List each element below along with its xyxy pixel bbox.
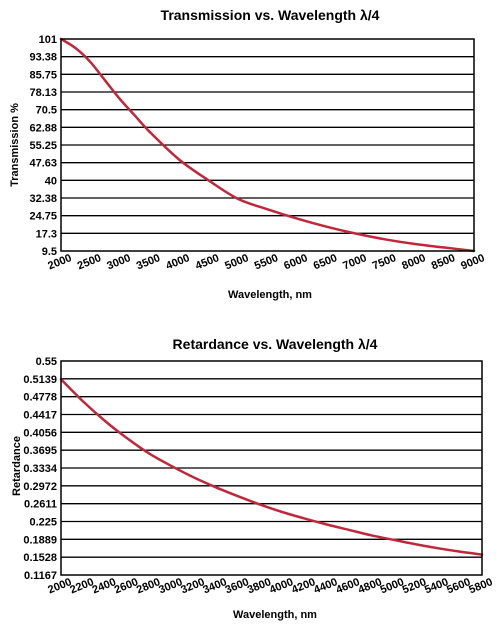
transmission-x-tick-label: 5000 [223,252,250,272]
retardance-y-tick-label: 0.1528 [23,552,57,564]
transmission-y-tick-label: 47.63 [29,158,57,170]
retardance-y-tick-label: 0.225 [29,517,57,529]
retardance-grid [61,378,482,558]
retardance-y-axis-label: Retardance [11,436,23,496]
retardance-y-tick-label: 0.55 [36,356,57,368]
transmission-x-tick-label: 2500 [76,252,103,272]
transmission-y-tick-label: 93.38 [29,52,57,64]
retardance-y-tick-label: 0.4417 [23,410,57,422]
transmission-x-tick-label: 4500 [194,252,221,272]
transmission-y-axis-label: Transmission % [9,103,21,187]
retardance-y-tick-label: 0.2611 [24,499,57,511]
retardance-plot-frame [60,360,483,576]
transmission-y-tick-label: 17.3 [36,228,57,240]
transmission-x-tick-label: 4000 [164,252,191,272]
transmission-y-tick-label: 32.38 [29,193,57,205]
retardance-y-tick-label: 0.3695 [23,445,57,457]
retardance-y-tick-label: 0.1167 [24,570,57,582]
transmission-y-tick-label: 40 [45,175,57,187]
transmission-series-line [59,37,476,253]
retardance-y-tick-label: 0.1889 [23,534,57,546]
transmission-y-tick-label: 101 [39,34,57,46]
transmission-y-ticks: 101 93.38 85.75 78.13 70.5 62.88 55.25 47.63 40 3… [29,34,57,258]
retardance-y-ticks: 0.55 0.5139 0.4778 0.4417 0.4056 0.3695 0.3334… [23,356,58,582]
retardance-y-tick-label: 0.4778 [23,392,57,404]
retardance-x-tick-label: 5800 [467,576,494,596]
retardance-x-axis-label: Wavelength, nm [233,609,317,621]
transmission-y-tick-label: 78.13 [29,87,57,99]
transmission-x-tick-label: 6500 [312,252,339,272]
retardance-y-tick-label: 0.3334 [23,463,58,475]
retardance-y-tick-label: 0.5139 [23,374,57,386]
transmission-y-tick-label: 9.5 [42,246,57,258]
transmission-x-tick-label: 5500 [253,252,280,272]
retardance-chart-title: Retardance vs. Wavelength λ/4 [173,336,378,352]
transmission-x-tick-label: 7500 [371,252,398,272]
transmission-x-tick-label: 7000 [341,252,368,272]
transmission-x-tick-label: 3500 [135,252,162,272]
transmission-chart: Transmission vs. Wavelength λ/4 Waveleng… [9,7,486,301]
transmission-x-tick-label: 8500 [430,252,457,272]
transmission-y-tick-label: 70.5 [36,105,57,117]
retardance-x-ticks: 2000220024002600280030003200340036003800… [46,576,494,596]
transmission-x-tick-label: 8000 [400,252,427,272]
transmission-x-tick-label: 6000 [282,252,309,272]
transmission-x-axis-label: Wavelength, nm [228,289,312,301]
retardance-series-line [59,378,484,556]
transmission-chart-title: Transmission vs. Wavelength λ/4 [161,7,380,23]
retardance-y-tick-label: 0.4056 [23,427,57,439]
retardance-chart: Retardance vs. Wavelength λ/4 Wavelength… [11,336,494,621]
transmission-y-tick-label: 62.88 [29,122,57,134]
transmission-plot-frame [60,38,475,252]
transmission-y-tick-label: 85.75 [29,69,57,81]
transmission-x-ticks: 2000 2500 3000 3500 4000 4500 5000 5500 6000 6500… [46,252,486,272]
transmission-y-tick-label: 55.25 [29,140,57,152]
transmission-x-tick-label: 9000 [459,252,486,272]
transmission-y-tick-label: 24.75 [29,211,57,223]
transmission-grid [61,56,474,234]
retardance-y-tick-label: 0.2972 [23,481,57,493]
transmission-x-tick-label: 3000 [105,252,132,272]
